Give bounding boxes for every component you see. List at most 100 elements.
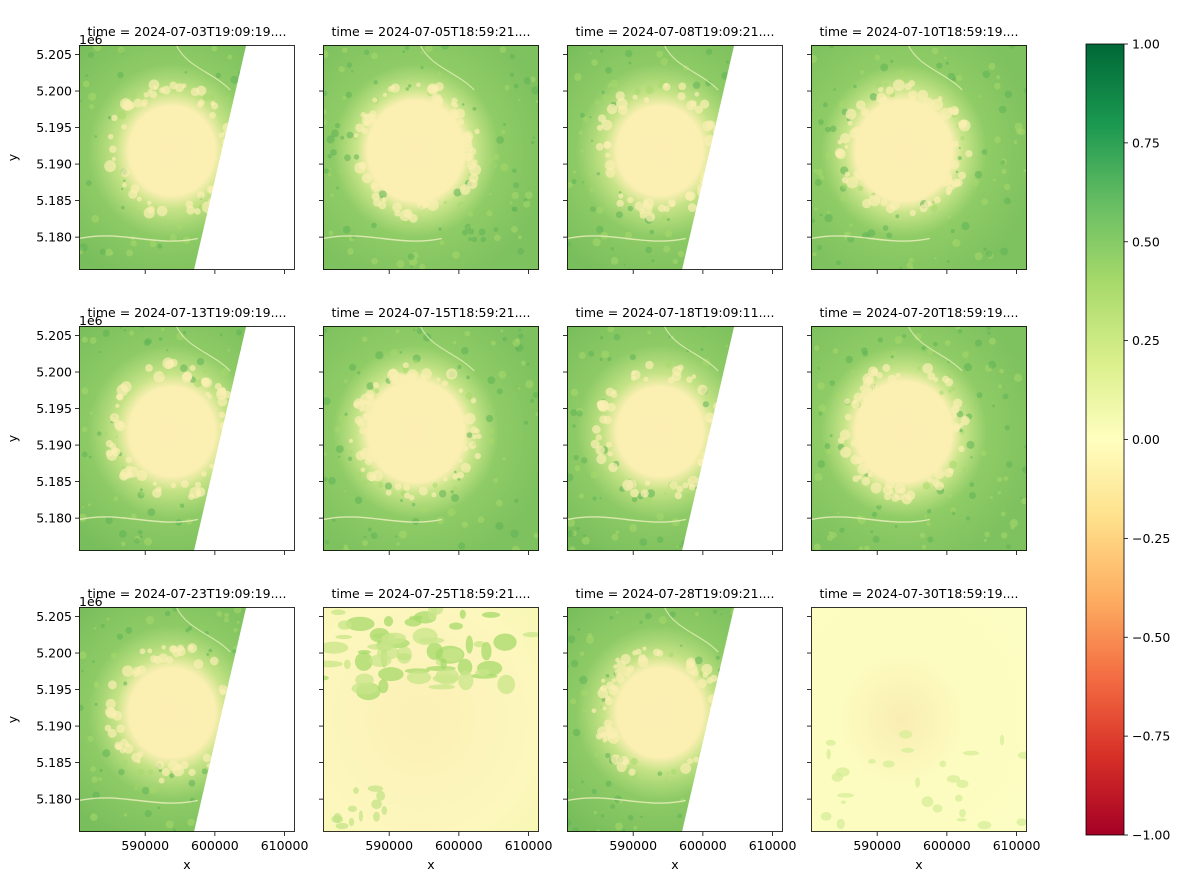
y-tick-label: 5.200 bbox=[36, 365, 72, 380]
panel-frame bbox=[811, 326, 1027, 551]
ndvi-image bbox=[323, 326, 539, 551]
panel-frame bbox=[323, 326, 539, 551]
x-axis-label: x bbox=[183, 857, 190, 872]
colorbar-tick-label: −1.00 bbox=[1132, 828, 1170, 843]
y-tick-label: 5.205 bbox=[36, 609, 72, 624]
ndvi-image bbox=[567, 326, 735, 551]
x-tick-label: 600000 bbox=[679, 838, 727, 853]
ndvi-image bbox=[323, 45, 539, 270]
panel-title: time = 2024-07-13T19:09:19.... bbox=[88, 305, 287, 320]
panel-1: time = 2024-07-03T19:09:19.... 5.180 5.185… bbox=[5, 24, 295, 274]
x-tick-label: 610000 bbox=[749, 838, 797, 853]
panel-title: time = 2024-07-08T19:09:21.... bbox=[576, 24, 775, 39]
x-tick-label: 590000 bbox=[609, 838, 657, 853]
y-tick-label: 5.185 bbox=[36, 474, 72, 489]
panel-frame bbox=[323, 607, 539, 832]
panels: time = 2024-07-03T19:09:19.... 5.180 5.185… bbox=[5, 24, 1040, 872]
ndvi-image bbox=[79, 326, 247, 551]
y-axis-label: y bbox=[5, 153, 20, 161]
panel-frame bbox=[79, 45, 295, 270]
x-tick-label: 600000 bbox=[435, 838, 483, 853]
y-tick-label: 5.190 bbox=[36, 719, 72, 734]
colorbar-tick-label: 0.25 bbox=[1132, 333, 1160, 348]
x-tick-label: 610000 bbox=[261, 838, 309, 853]
panel-title: time = 2024-07-23T19:09:19.... bbox=[88, 586, 287, 601]
y-tick-label: 5.185 bbox=[36, 755, 72, 770]
panel-frame bbox=[323, 45, 539, 270]
panel-11: time = 2024-07-28T19:09:21.... 590000 6000… bbox=[563, 586, 796, 872]
colorbar-tick-label: 0.50 bbox=[1132, 234, 1160, 249]
y-tick-label: 5.190 bbox=[36, 438, 72, 453]
y-tick-label: 5.185 bbox=[36, 193, 72, 208]
y-tick-label: 5.200 bbox=[36, 646, 72, 661]
panel-frame bbox=[567, 45, 783, 270]
y-tick-label: 5.180 bbox=[36, 230, 72, 245]
panel-title: time = 2024-07-03T19:09:19.... bbox=[88, 24, 287, 39]
y-tick-label: 5.180 bbox=[36, 792, 72, 807]
ndvi-image bbox=[567, 45, 735, 270]
panel-7: time = 2024-07-18T19:09:11.... bbox=[563, 305, 783, 555]
y-offset-label: 1e6 bbox=[79, 594, 103, 609]
colorbar-tick-label: −0.75 bbox=[1132, 729, 1170, 744]
y-tick-label: 5.195 bbox=[36, 682, 72, 697]
x-axis-label: x bbox=[671, 857, 678, 872]
x-tick-label: 610000 bbox=[993, 838, 1041, 853]
panel-title: time = 2024-07-20T18:59:19.... bbox=[820, 305, 1019, 320]
panel-10: time = 2024-07-25T18:59:21.... 590000 6000… bbox=[319, 586, 553, 872]
panel-8: time = 2024-07-20T18:59:19.... bbox=[807, 305, 1027, 555]
panel-12: time = 2024-07-30T18:59:19.... 590000 6000… bbox=[807, 586, 1040, 872]
panel-title: time = 2024-07-18T19:09:11.... bbox=[576, 305, 775, 320]
colorbar-tick-label: −0.50 bbox=[1132, 630, 1170, 645]
x-tick-label: 600000 bbox=[191, 838, 239, 853]
x-tick-label: 610000 bbox=[505, 838, 553, 853]
colorbar-tick-label: 0.00 bbox=[1132, 432, 1160, 447]
y-offset-label: 1e6 bbox=[79, 313, 103, 328]
colorbar: 1.00 0.75 0.50 0.25 0.00 −0.25 −0.50 −0.75 −1.00 bbox=[1085, 37, 1170, 843]
panel-title: time = 2024-07-15T18:59:21.... bbox=[332, 305, 531, 320]
panel-frame bbox=[811, 607, 1027, 832]
x-tick-label: 590000 bbox=[121, 838, 169, 853]
panel-title: time = 2024-07-05T18:59:21.... bbox=[332, 24, 531, 39]
panel-2: time = 2024-07-05T18:59:21.... bbox=[319, 24, 539, 274]
ndvi-image bbox=[567, 607, 735, 832]
panel-frame bbox=[567, 326, 783, 551]
panel-title: time = 2024-07-25T18:59:21.... bbox=[332, 586, 531, 601]
colorbar-tick-label: 1.00 bbox=[1132, 37, 1160, 52]
ndvi-image bbox=[323, 607, 539, 832]
y-tick-label: 5.205 bbox=[36, 47, 72, 62]
ndvi-image bbox=[79, 45, 247, 270]
x-tick-label: 590000 bbox=[365, 838, 413, 853]
ndvi-image bbox=[811, 326, 1027, 551]
y-tick-label: 5.200 bbox=[36, 84, 72, 99]
ndvi-image bbox=[811, 45, 1027, 270]
x-axis-label: x bbox=[915, 857, 922, 872]
panel-title: time = 2024-07-10T18:59:19.... bbox=[820, 24, 1019, 39]
y-axis-label: y bbox=[5, 715, 20, 723]
panel-5: time = 2024-07-13T19:09:19.... 5.180 5.185… bbox=[5, 305, 295, 555]
panel-frame bbox=[567, 607, 783, 832]
colorbar-tick-label: 0.75 bbox=[1132, 135, 1160, 150]
colorbar-ramp bbox=[1086, 44, 1124, 835]
x-axis-label: x bbox=[427, 857, 434, 872]
y-tick-label: 5.195 bbox=[36, 401, 72, 416]
panel-frame bbox=[79, 326, 295, 551]
panel-frame bbox=[811, 45, 1027, 270]
panel-title: time = 2024-07-28T19:09:21.... bbox=[576, 586, 775, 601]
y-tick-label: 5.195 bbox=[36, 120, 72, 135]
y-axis-label: y bbox=[5, 434, 20, 442]
ndvi-image bbox=[79, 607, 247, 832]
colorbar-tick-label: −0.25 bbox=[1132, 531, 1170, 546]
y-tick-label: 5.205 bbox=[36, 328, 72, 343]
panel-3: time = 2024-07-08T19:09:21.... bbox=[563, 24, 783, 274]
ndvi-image bbox=[811, 607, 1027, 832]
y-offset-label: 1e6 bbox=[79, 32, 103, 47]
x-tick-label: 600000 bbox=[923, 838, 971, 853]
panel-9: time = 2024-07-23T19:09:19.... 590000 6000… bbox=[5, 586, 308, 872]
x-tick-label: 590000 bbox=[853, 838, 901, 853]
y-tick-label: 5.180 bbox=[36, 511, 72, 526]
panel-title: time = 2024-07-30T18:59:19.... bbox=[820, 586, 1019, 601]
panel-4: time = 2024-07-10T18:59:19.... bbox=[807, 24, 1027, 274]
y-tick-label: 5.190 bbox=[36, 157, 72, 172]
panel-6: time = 2024-07-15T18:59:21.... bbox=[319, 305, 539, 555]
